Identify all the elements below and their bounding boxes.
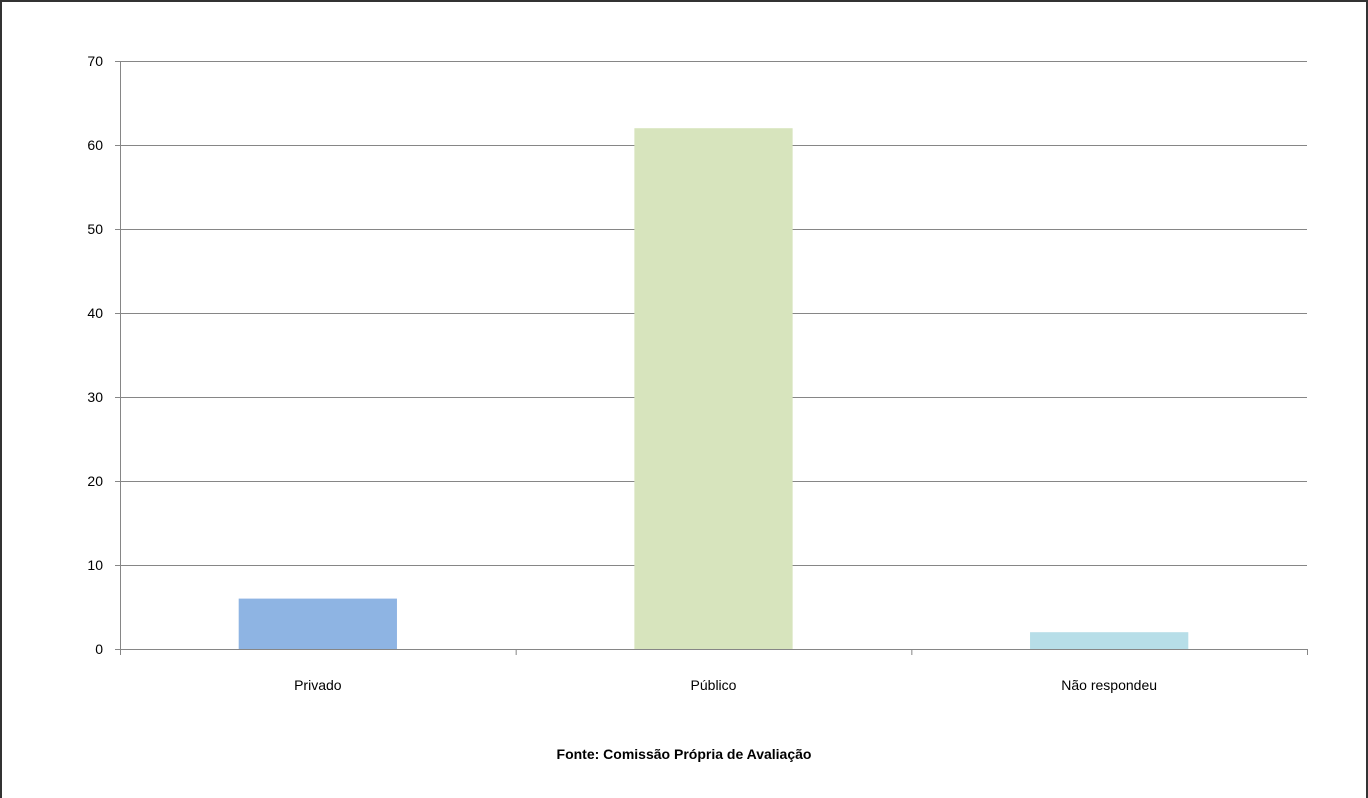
y-tick-label: 60 xyxy=(87,137,103,153)
x-tick-label: Privado xyxy=(294,677,342,693)
y-tick-label: 10 xyxy=(87,557,103,573)
y-tick-label: 0 xyxy=(95,641,103,657)
bar-n-o-respondeu xyxy=(1030,632,1189,649)
axis-labels: 0 10 20 30 40 50 60 70 Privado Público Não respond… xyxy=(87,53,1157,693)
y-tick-label: 30 xyxy=(87,389,103,405)
axes xyxy=(115,61,1308,655)
x-tick-label: Público xyxy=(691,677,737,693)
x-tick-label: Não respondeu xyxy=(1061,677,1157,693)
bar-p-blico xyxy=(634,128,793,649)
source-note: Fonte: Comissão Própria de Avaliação xyxy=(556,746,812,762)
bar-privado xyxy=(238,598,397,649)
y-tick-label: 70 xyxy=(87,53,103,69)
bars xyxy=(238,128,1189,649)
y-tick-label: 50 xyxy=(87,221,103,237)
y-tick-label: 40 xyxy=(87,305,103,321)
y-tick-label: 20 xyxy=(87,473,103,489)
